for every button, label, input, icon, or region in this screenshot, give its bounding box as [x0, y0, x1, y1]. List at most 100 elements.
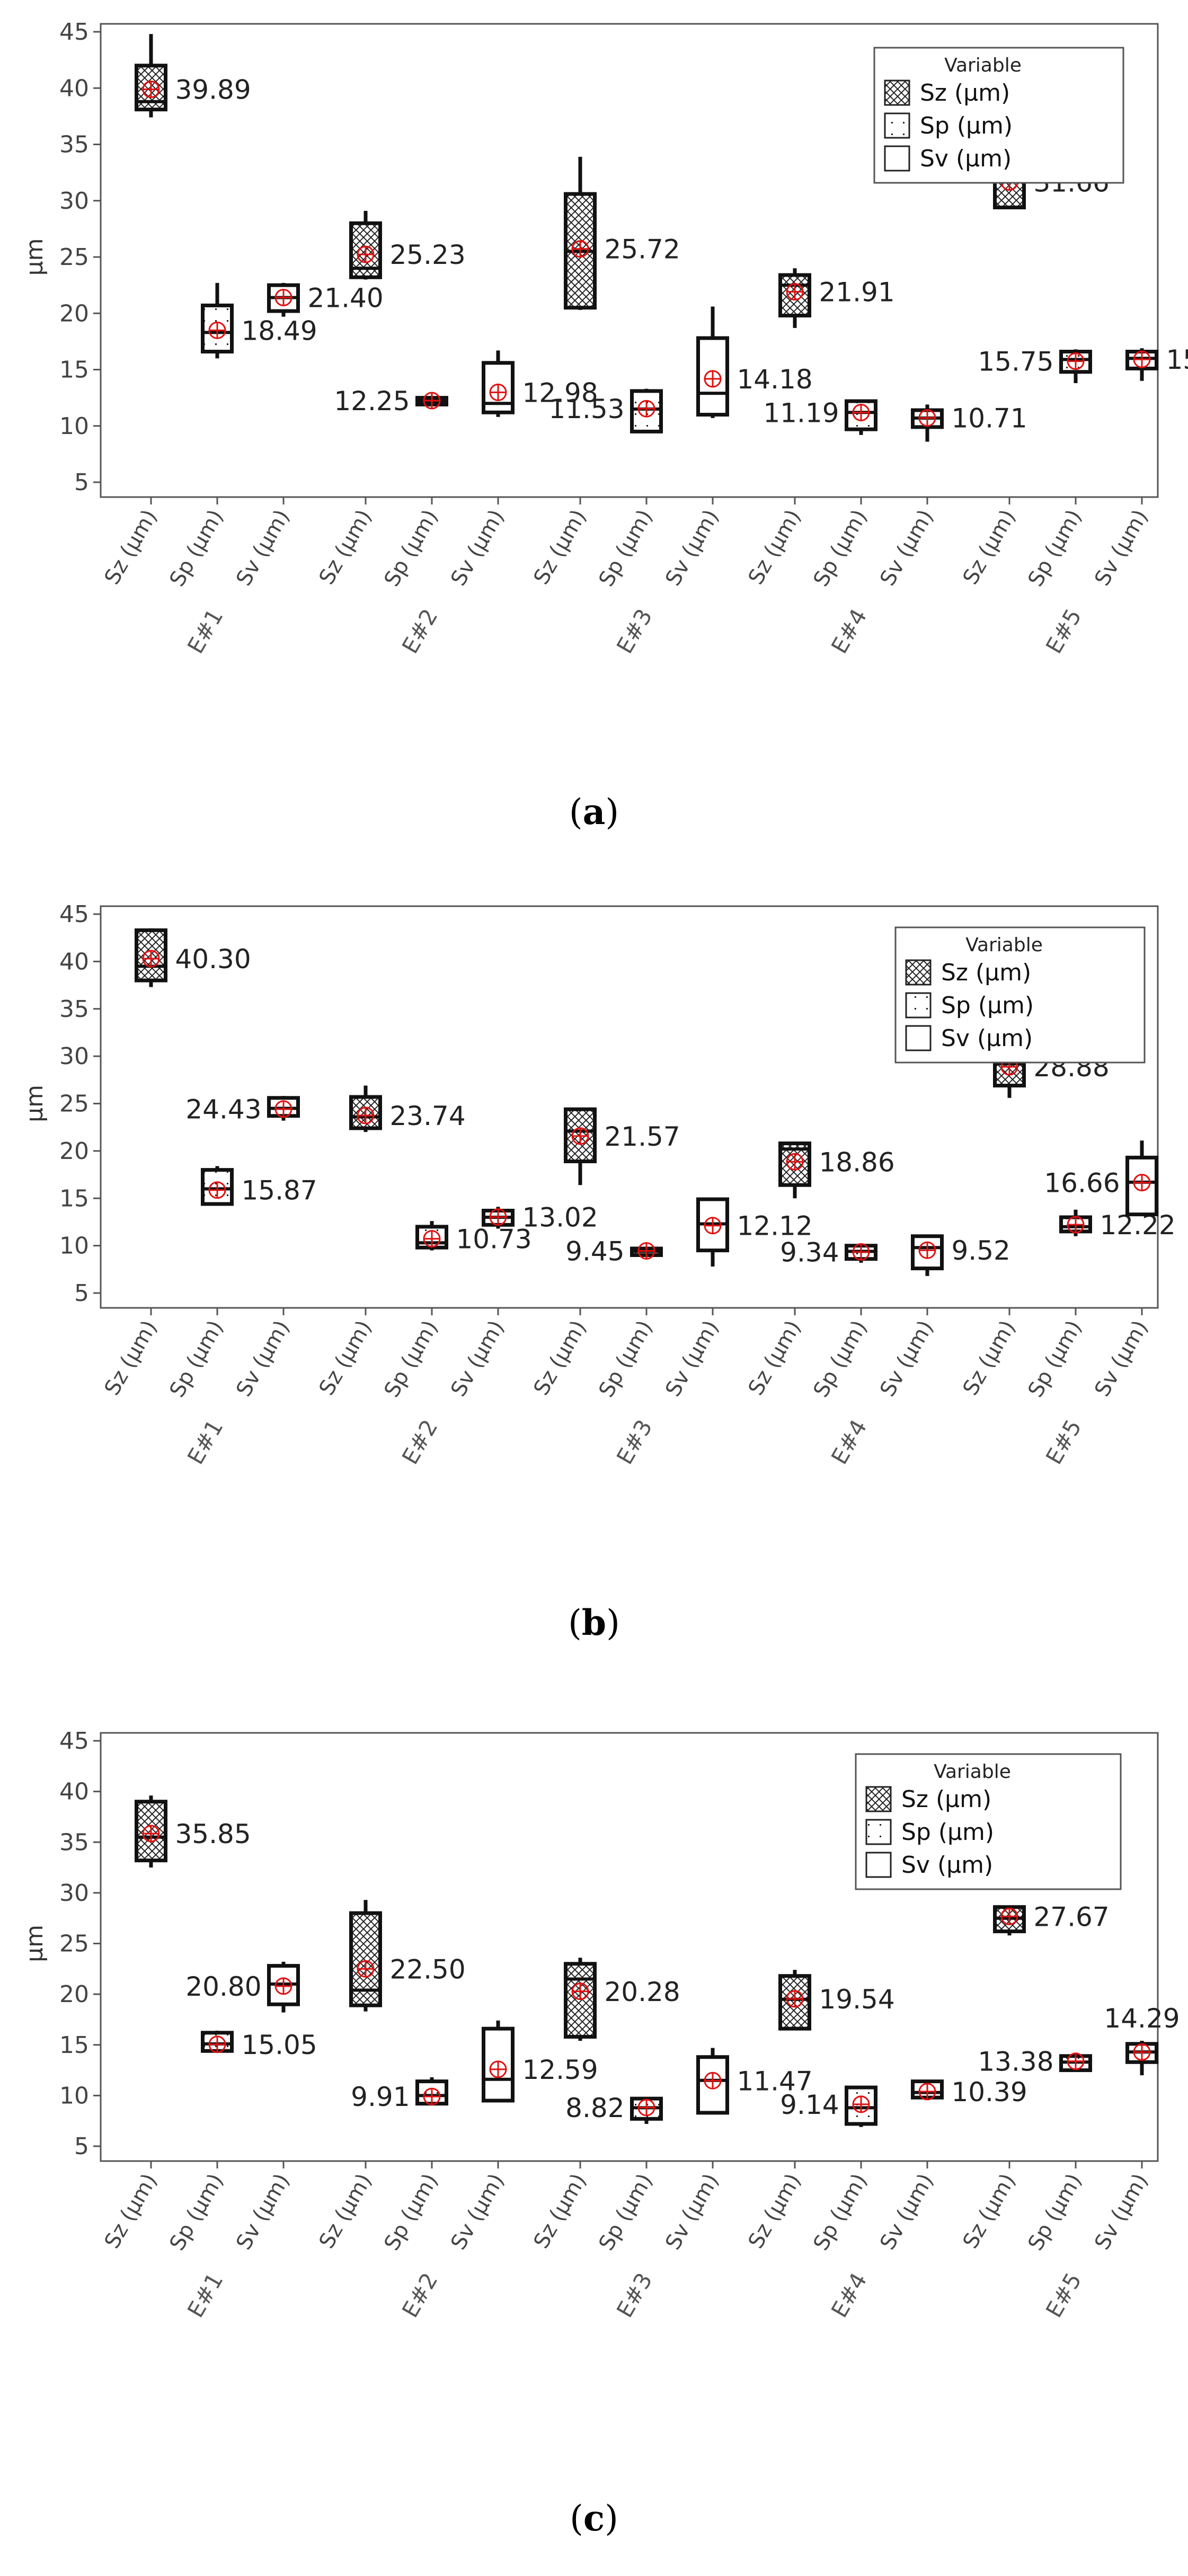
box-E5-sp: 15.75: [978, 347, 1092, 383]
legend-title: Variable: [965, 934, 1043, 956]
box-E2-sv: 12.59: [482, 2020, 598, 2103]
box-E1-sz: 39.89: [135, 34, 251, 118]
x-category-label: Sv (µm): [446, 506, 509, 590]
mean-marker: [571, 240, 589, 258]
mean-marker: [423, 392, 441, 410]
plot-frame: [100, 23, 1159, 498]
mean-marker: [571, 1127, 589, 1145]
box-E5-sz: 27.67: [993, 1901, 1110, 1936]
x-category-label: Sv (µm): [446, 2170, 509, 2254]
mean-data-label: 14.18: [737, 364, 813, 395]
x-group-label: E#3: [611, 2269, 658, 2322]
mean-data-label: 21.40: [308, 283, 384, 314]
x-category-label: Sz (µm): [100, 1316, 162, 1400]
mean-data-label: 10.73: [456, 1224, 532, 1255]
x-category-label: Sp (µm): [1023, 2170, 1086, 2255]
y-tick-label: 5: [74, 1280, 89, 1307]
box-E4-sv: 10.71: [911, 403, 1027, 442]
box-E2-sv: 12.98: [482, 350, 598, 417]
legend-swatch: [905, 992, 932, 1019]
legend-frame: [873, 47, 1124, 184]
y-axis-label: µm: [21, 238, 48, 276]
mean-data-label: 23.74: [390, 1101, 466, 1131]
mean-marker: [637, 2099, 655, 2117]
x-category-label: Sv (µm): [661, 2170, 724, 2254]
legend-title: Variable: [934, 1761, 1011, 1783]
y-axis-label: µm: [21, 1925, 48, 1962]
mean-data-label: 11.19: [763, 397, 839, 428]
x-category-label: Sp (µm): [809, 506, 872, 591]
box-E3-sp: 9.45: [565, 1236, 663, 1267]
box-E3-sv: 14.18: [696, 306, 813, 418]
box-E4-sz: 18.86: [778, 1141, 895, 1199]
mean-data-label: 8.82: [565, 2093, 624, 2123]
box-E5-sp: 13.38: [978, 2047, 1092, 2077]
box-E4-sp: 11.19: [763, 397, 877, 435]
mean-data-label: 24.43: [185, 1094, 261, 1125]
box-E2-sp: 10.73: [415, 1221, 532, 1255]
mean-marker: [423, 2087, 441, 2105]
x-category-label: Sz (µm): [314, 506, 376, 589]
legend-swatch: [884, 145, 910, 172]
mean-data-label: 19.54: [819, 1984, 895, 2015]
mean-marker: [571, 1982, 589, 2000]
plot-frame: [100, 905, 1159, 1309]
y-tick-label: 5: [74, 469, 89, 496]
x-category-label: Sv (µm): [1090, 506, 1153, 590]
y-tick-label: 35: [59, 996, 89, 1023]
mean-data-label: 18.49: [242, 315, 317, 346]
box-E2-sz: 22.50: [349, 1900, 466, 2012]
panel-caption: (b): [568, 1602, 620, 1643]
box-iqr: [564, 1962, 597, 2039]
box-E4-sz: 21.91: [778, 268, 895, 328]
box-E3-sp: 11.53: [548, 388, 663, 433]
mean-data-label: 20.28: [605, 1977, 680, 2007]
mean-data-label: 25.72: [605, 234, 680, 265]
legend-swatch: [905, 1025, 932, 1051]
mean-data-label: 12.12: [737, 1211, 813, 1242]
box-E4-sv: 9.52: [911, 1234, 1010, 1276]
box-E2-sp: 12.25: [334, 386, 448, 417]
mean-data-label: 20.80: [185, 1971, 261, 2002]
x-category-label: Sv (µm): [1090, 2170, 1153, 2254]
box-E3-sz: 21.57: [564, 1107, 680, 1185]
mean-data-label: 22.50: [390, 1954, 466, 1985]
x-category-label: Sv (µm): [232, 506, 295, 590]
x-category-label: Sp (µm): [379, 506, 442, 591]
box-E3-sv: 12.12: [696, 1197, 813, 1267]
y-tick-label: 45: [59, 901, 89, 928]
box-E2-sv: 13.02: [482, 1202, 598, 1233]
box-E5-sv: 15.91: [1125, 344, 1188, 381]
y-tick-label: 20: [59, 1138, 89, 1165]
mean-marker: [1000, 1907, 1018, 1925]
x-group-label: E#3: [611, 605, 658, 658]
legend-swatch: [865, 1786, 892, 1812]
x-category-label: Sz (µm): [958, 506, 1020, 589]
y-tick-label: 30: [59, 1043, 89, 1070]
mean-marker: [918, 1241, 936, 1259]
mean-marker: [208, 1181, 226, 1199]
x-category-label: Sp (µm): [165, 2170, 228, 2255]
mean-data-label: 15.05: [242, 2030, 317, 2060]
mean-marker: [852, 1243, 870, 1261]
mean-marker: [274, 289, 292, 306]
panel-caption: (c): [570, 2498, 618, 2539]
mean-data-label: 13.02: [522, 1202, 598, 1233]
y-tick-label: 10: [59, 2082, 89, 2109]
y-tick-label: 10: [59, 413, 89, 440]
mean-data-label: 39.89: [175, 75, 251, 105]
legend: Variable Sz (µm) Sp (µm) Sv (µm): [873, 47, 1124, 184]
x-category-label: Sv (µm): [446, 1316, 509, 1401]
box-E1-sp: 18.49: [201, 282, 317, 359]
x-group-label: E#3: [611, 1415, 658, 1469]
box-E4-sz: 19.54: [778, 1970, 895, 2031]
mean-data-label: 12.98: [522, 377, 598, 408]
x-category-label: Sp (µm): [594, 1316, 657, 1402]
legend-swatch: [865, 1819, 892, 1845]
box-E3-sv: 11.47: [696, 2048, 813, 2115]
mean-data-label: 12.25: [334, 386, 410, 417]
mean-marker: [142, 81, 160, 99]
mean-marker: [208, 2035, 226, 2053]
mean-marker: [274, 1977, 292, 1995]
x-category-label: Sz (µm): [743, 1316, 805, 1400]
